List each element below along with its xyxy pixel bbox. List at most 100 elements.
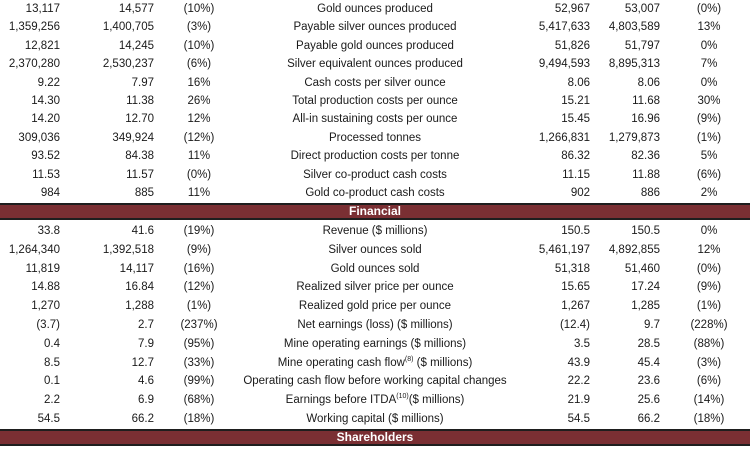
current-year-value: 9,494,593 (538, 58, 590, 71)
table-row: 14.20 12.70 12% All-in sustaining costs per… (0, 110, 750, 129)
table-row: (3.7) 2.7 (237%) Net earnings (loss) ($ mil… (0, 316, 750, 335)
metric-label: Payable silver ounces produced (293, 21, 457, 34)
current-quarter-value: 93.52 (31, 150, 60, 163)
prior-year-value: 9.7 (644, 319, 660, 331)
prior-year-value: 51,797 (624, 39, 660, 52)
metric-label: Realized silver price per ounce (296, 281, 454, 294)
quarter-change-value: (237%) (180, 319, 218, 331)
current-quarter-value: 0.1 (44, 375, 60, 388)
current-quarter-value: 12,821 (24, 39, 60, 52)
quarter-change-value: (18%) (183, 413, 215, 425)
quarter-change-value: (12%) (183, 281, 215, 294)
prior-quarter-value: 885 (134, 187, 154, 199)
table-row: 2,370,280 2,530,237 (6%) Silver equivalent … (0, 55, 750, 74)
table-row: 1,359,256 1,400,705 (3%) Payable silver oun… (0, 18, 750, 37)
current-quarter-value: (3.7) (36, 319, 60, 331)
current-quarter-value: 309,036 (18, 131, 60, 144)
current-year-value: 54.5 (567, 413, 590, 425)
metric-label: Gold ounces sold (330, 262, 420, 275)
current-year-value: 15.21 (561, 95, 590, 107)
quarter-change-value: (0%) (186, 168, 212, 181)
year-change-value: (0%) (696, 3, 722, 15)
current-quarter-value: 14.88 (31, 281, 60, 294)
quarter-change-value: 11% (187, 187, 211, 199)
year-change-value: 7% (700, 58, 718, 71)
prior-year-value: 17.24 (631, 281, 660, 294)
quarter-change-value: (1%) (186, 300, 212, 313)
prior-year-value: 1,279,873 (608, 131, 660, 144)
quarter-change-value: (10%) (183, 39, 215, 52)
year-change-value: (9%) (696, 281, 722, 294)
current-year-value: 15.65 (561, 281, 590, 294)
prior-year-value: 53,007 (624, 3, 660, 15)
year-change-value: (88%) (693, 337, 725, 350)
metric-label: Gold co-product cash costs (305, 187, 445, 199)
prior-quarter-value: 14,117 (119, 262, 154, 275)
current-quarter-value: 54.5 (37, 413, 60, 425)
current-quarter-value: 1,264,340 (8, 243, 60, 256)
quarter-change-value: (10%) (183, 3, 215, 15)
current-quarter-value: 984 (40, 187, 60, 199)
table-row: 14.30 11.38 26% Total production costs per … (0, 92, 750, 111)
metric-label: Direct production costs per tonne (290, 150, 460, 163)
current-quarter-value: 14.30 (31, 95, 60, 107)
metric-label: Silver equivalent ounces produced (287, 58, 463, 71)
prior-year-value: 886 (640, 187, 660, 199)
current-year-value: 902 (570, 187, 590, 199)
current-quarter-value: 1,359,256 (8, 21, 60, 34)
prior-year-value: 8.06 (637, 76, 660, 89)
table-row: 33.8 41.6 (19%) Revenue ($ millions) 150.5 15… (0, 222, 750, 241)
current-year-value: 5,417,633 (538, 21, 590, 34)
quarter-change-value: 12% (187, 113, 211, 126)
table-row: 93.52 84.38 11% Direct production costs per… (0, 147, 750, 166)
year-change-value: 0% (700, 225, 718, 237)
quarter-change-value: 11% (187, 150, 211, 163)
table-row: 0.1 4.6 (99%) Operating cash flow before wo… (0, 372, 750, 391)
current-quarter-value: 1,270 (31, 300, 60, 313)
quarter-change-value: (3%) (186, 21, 212, 34)
prior-year-value: 1,285 (631, 300, 660, 313)
section-title: Financial (348, 204, 401, 218)
metric-label: Revenue ($ millions) (322, 225, 428, 237)
quarter-change-value: (95%) (183, 337, 215, 350)
footnote-ref: (10) (396, 393, 409, 401)
current-year-value: 51,826 (554, 39, 590, 52)
year-change-value: 12% (697, 243, 721, 256)
prior-quarter-value: 41.6 (131, 225, 154, 237)
table-row: 9.22 7.97 16% Cash costs per silver ounce 8.… (0, 74, 750, 93)
metric-label: Payable gold ounces produced (296, 39, 454, 52)
current-year-value: (12.4) (559, 319, 590, 331)
quarter-change-value: (99%) (183, 375, 215, 388)
table-row: 12,821 14,245 (10%) Payable gold ounces pro… (0, 37, 750, 56)
metric-label: Working capital ($ millions) (306, 413, 444, 425)
current-year-value: 51,318 (554, 262, 590, 275)
prior-quarter-value: 12.7 (131, 356, 154, 369)
year-change-value: 30% (697, 95, 721, 107)
table-row: 309,036 349,924 (12%) Processed tonnes 1,266… (0, 129, 750, 148)
prior-quarter-value: 12.70 (125, 113, 154, 126)
current-year-value: 8.06 (567, 76, 590, 89)
current-year-value: 15.45 (561, 113, 590, 126)
quarter-change-value: (33%) (183, 356, 215, 369)
quarter-change-value: (9%) (186, 243, 212, 256)
prior-year-value: 82.36 (631, 150, 660, 163)
current-quarter-value: 2.2 (44, 394, 60, 407)
section-title: Shareholders (336, 430, 414, 444)
table-row: 984 885 11% Gold co-product cash costs 902 88… (0, 184, 750, 203)
current-year-value: 11.15 (562, 168, 590, 181)
prior-quarter-value: 1,288 (125, 300, 154, 313)
prior-quarter-value: 84.38 (125, 150, 154, 163)
metric-label: All-in sustaining costs per ounce (292, 113, 458, 126)
quarter-change-value: (68%) (183, 394, 215, 407)
prior-year-value: 11.88 (632, 168, 660, 181)
prior-quarter-value: 66.2 (131, 413, 154, 425)
table-row: 0.4 7.9 (95%) Mine operating earnings ($ mi… (0, 335, 750, 354)
table-row: 11,819 14,117 (16%) Gold ounces sold 51,318 5… (0, 260, 750, 279)
current-year-value: 52,967 (554, 3, 590, 15)
current-year-value: 21.9 (567, 394, 590, 407)
footnote-ref: (8) (404, 355, 414, 363)
metric-label: Silver ounces sold (328, 243, 422, 256)
metric-label: Cash costs per silver ounce (304, 76, 446, 89)
current-quarter-value: 33.8 (37, 225, 60, 237)
year-change-value: (3%) (696, 356, 722, 369)
